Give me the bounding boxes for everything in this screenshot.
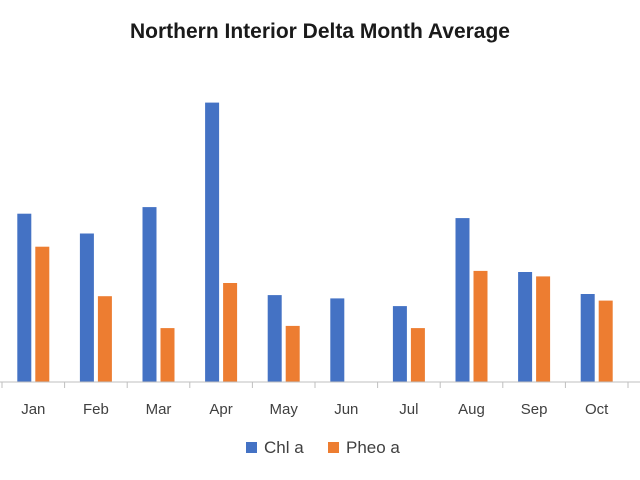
x-tick-label-may: May — [270, 401, 299, 418]
bar-chl-a-jul — [392, 306, 407, 382]
x-tick-label-feb: Feb — [83, 401, 109, 418]
legend-swatch-pheo-a — [328, 442, 339, 453]
bar-pheo-a-oct — [598, 300, 613, 382]
bar-pheo-a-jul — [410, 328, 425, 382]
bar-chl-a-feb — [79, 233, 94, 382]
bars-group — [17, 102, 613, 382]
bar-chl-a-sep — [518, 272, 533, 382]
legend-swatch-chl-a — [246, 442, 257, 453]
x-tick-label-aug: Aug — [458, 401, 485, 418]
x-tick-label-sep: Sep — [521, 401, 548, 418]
bar-pheo-a-sep — [536, 276, 551, 382]
bar-chl-a-may — [267, 295, 282, 382]
bar-pheo-a-feb — [97, 296, 112, 382]
bar-pheo-a-apr — [223, 283, 238, 382]
legend-label-pheo-a: Pheo a — [346, 438, 400, 457]
legend: Chl a Pheo a — [246, 438, 400, 457]
x-tick-label-apr: Apr — [209, 401, 232, 418]
bar-chl-a-mar — [142, 207, 157, 382]
x-tick-label-jul: Jul — [399, 401, 418, 418]
bar-pheo-a-aug — [473, 270, 488, 382]
x-tick-label-mar: Mar — [146, 401, 172, 418]
bar-pheo-a-may — [285, 325, 300, 382]
legend-label-chl-a: Chl a — [264, 438, 304, 457]
bar-chl-a-oct — [580, 294, 595, 382]
x-tick-label-oct: Oct — [585, 401, 609, 418]
bar-pheo-a-mar — [160, 328, 175, 382]
x-tick-group: JanFebMarAprMayJunJulAugSepOctNov — [1, 382, 629, 418]
x-tick-label-jun: Jun — [334, 401, 358, 418]
bar-chl-a-apr — [205, 102, 220, 382]
chart-title: Northern Interior Delta Month Average — [130, 20, 510, 43]
bar-chl-a-jun — [330, 298, 345, 382]
bar-pheo-a-jan — [35, 246, 50, 382]
bar-chl-a-jan — [17, 213, 32, 382]
x-tick-label-jan: Jan — [21, 401, 45, 418]
bar-chl-a-aug — [455, 218, 470, 382]
